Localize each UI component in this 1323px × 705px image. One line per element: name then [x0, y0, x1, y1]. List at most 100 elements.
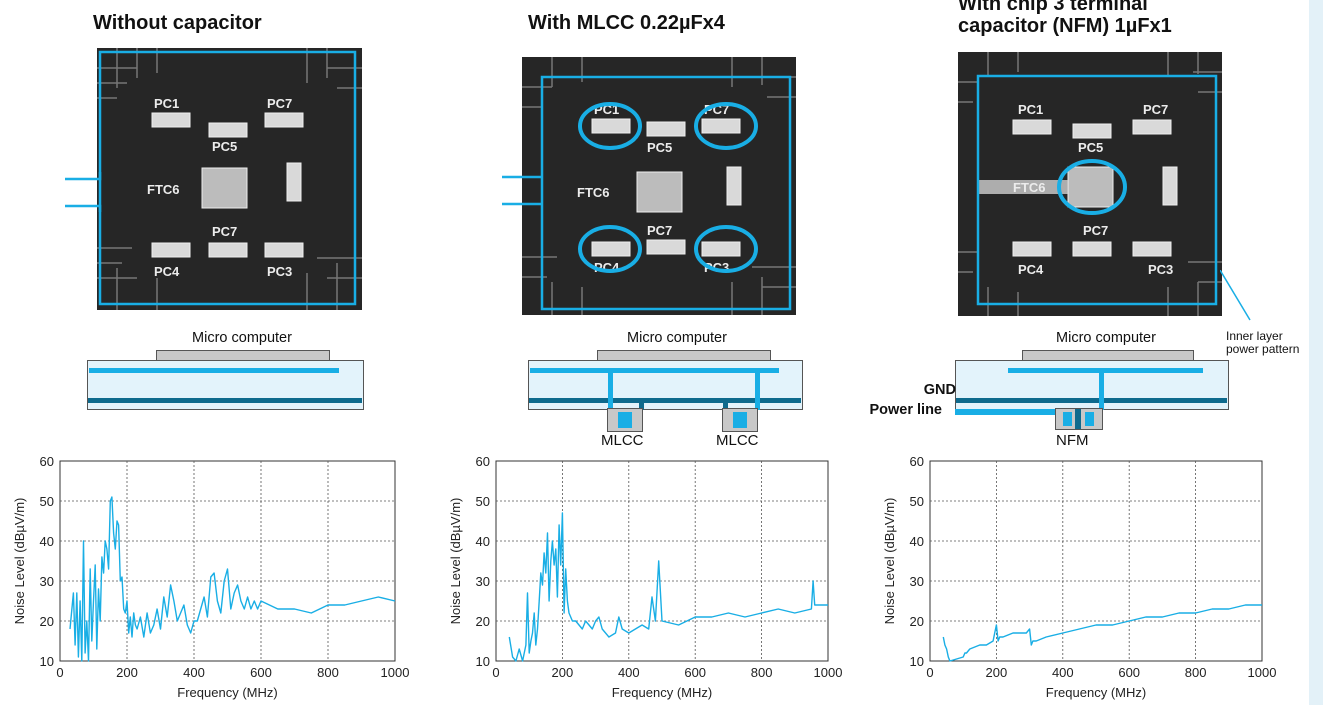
- chip-label: PC7: [1083, 223, 1108, 238]
- chip-label: PC5: [1078, 140, 1103, 155]
- plot-area: [59, 460, 396, 662]
- chip-label: PC7: [212, 224, 237, 239]
- panel-with-nfm: With chip 3 terminal capacitor (NFM) 1µF…: [860, 0, 1309, 705]
- noise-series-line: [508, 512, 828, 662]
- y-axis-label: Noise Level (dBµV/m): [448, 498, 463, 625]
- mlcc-component: [607, 408, 643, 432]
- y-tick-label: 40: [40, 534, 54, 549]
- y-tick-label: 60: [40, 454, 54, 469]
- y-tick-label: 50: [910, 494, 924, 509]
- x-tick-label: 600: [250, 665, 272, 680]
- power-line-label: Power line: [869, 402, 942, 418]
- gnd-layer: [956, 398, 1227, 403]
- x-axis-label: Frequency (MHz): [177, 685, 277, 700]
- noise-series-line: [69, 496, 396, 662]
- via: [608, 370, 613, 410]
- power-line-lead: [502, 175, 542, 206]
- x-tick-label: 0: [926, 665, 933, 680]
- plot-area: [495, 460, 829, 662]
- via: [1099, 370, 1104, 410]
- y-axis-label: Noise Level (dBµV/m): [882, 498, 897, 625]
- chip-label: PC7: [1143, 102, 1168, 117]
- mlcc-component: [722, 408, 758, 432]
- panel-title: With chip 3 terminal capacitor (NFM) 1µF…: [958, 0, 1172, 37]
- x-tick-label: 0: [56, 665, 63, 680]
- mlcc-label: MLCC: [716, 432, 759, 449]
- x-tick-label: 1000: [814, 665, 843, 680]
- x-tick-label: 1000: [1248, 665, 1277, 680]
- via: [755, 370, 760, 410]
- chip-label: PC1: [154, 96, 179, 111]
- chip-label: FTC6: [147, 182, 180, 197]
- y-tick-label: 40: [476, 534, 490, 549]
- gnd-layer: [529, 398, 801, 403]
- x-tick-label: 600: [1118, 665, 1140, 680]
- inner-layer-note: Inner layer power pattern: [1226, 329, 1300, 356]
- chip-label: PC5: [212, 139, 237, 154]
- chip-label: FTC6: [1013, 180, 1046, 195]
- x-tick-label: 400: [1052, 665, 1074, 680]
- y-tick-label: 20: [40, 614, 54, 629]
- pcb-photo: PC1 PC7 PC5 FTC6 PC7 PC4 PC3: [97, 48, 362, 310]
- chip-label: FTC6: [577, 185, 610, 200]
- panel-with-mlcc: With MLCC 0.22µFx4 PC1 PC7 PC5 FTC6 PC7 …: [430, 0, 860, 705]
- x-tick-label: 1000: [381, 665, 410, 680]
- y-tick-label: 10: [476, 654, 490, 669]
- x-axis-label: Frequency (MHz): [612, 685, 712, 700]
- plot-area: [929, 460, 1263, 662]
- page-edge-bar: [1309, 0, 1323, 705]
- y-axis-label: Noise Level (dBµV/m): [12, 498, 27, 625]
- y-tick-label: 20: [476, 614, 490, 629]
- x-tick-label: 200: [116, 665, 138, 680]
- chip-label: PC4: [1018, 262, 1044, 277]
- y-tick-label: 20: [910, 614, 924, 629]
- y-tick-label: 60: [910, 454, 924, 469]
- pcb-photo: PC1 PC7 PC5 FTC6 PC7 PC4 PC3: [522, 57, 796, 315]
- panel-without-capacitor: Without capacitor PC1 PC7 PC5 FTC6 PC7 P…: [0, 0, 430, 705]
- x-tick-label: 0: [492, 665, 499, 680]
- chip-label: PC3: [267, 264, 292, 279]
- power-layer: [89, 368, 339, 373]
- y-tick-label: 10: [40, 654, 54, 669]
- power-layer: [530, 368, 779, 373]
- panel-title: Without capacitor: [93, 12, 262, 34]
- x-axis-label: Frequency (MHz): [1046, 685, 1146, 700]
- leader-line: [1220, 270, 1251, 321]
- nfm-component: [1055, 408, 1103, 430]
- x-tick-label: 800: [751, 665, 773, 680]
- y-tick-label: 50: [40, 494, 54, 509]
- pcb-photo-graphic: PC1 PC7 PC5 FTC6 PC7 PC4 PC3: [958, 52, 1222, 316]
- x-tick-label: 200: [986, 665, 1008, 680]
- gnd-layer: [88, 398, 362, 403]
- noise-chart: 0 200 400 600 800 1000 10 20 30 40 50 60 Frequency (…: [448, 454, 843, 700]
- y-tick-label: 30: [476, 574, 490, 589]
- chip-label: PC7: [267, 96, 292, 111]
- noise-series-line: [942, 604, 1262, 662]
- panel-title: With MLCC 0.22µFx4: [528, 12, 725, 34]
- y-tick-label: 10: [910, 654, 924, 669]
- y-tick-label: 40: [910, 534, 924, 549]
- x-tick-label: 600: [684, 665, 706, 680]
- noise-chart: 0 200 400 600 800 1000 10 20 30 40 50 60 Frequency (…: [12, 454, 410, 700]
- y-tick-label: 50: [476, 494, 490, 509]
- x-tick-label: 800: [317, 665, 339, 680]
- chip-label: PC5: [647, 140, 672, 155]
- power-layer: [1008, 368, 1203, 373]
- chip-label: PC1: [1018, 102, 1043, 117]
- pcb-photo: PC1 PC7 PC5 FTC6 PC7 PC4 PC3: [958, 52, 1222, 316]
- micro-computer-label: Micro computer: [1056, 330, 1156, 346]
- x-tick-label: 800: [1185, 665, 1207, 680]
- noise-chart: 0 200 400 600 800 1000 10 20 30 40 50 60 Frequency (…: [882, 454, 1277, 700]
- y-tick-label: 60: [476, 454, 490, 469]
- via: [639, 400, 644, 410]
- chip-label: PC7: [647, 223, 672, 238]
- via: [723, 400, 728, 410]
- y-tick-label: 30: [40, 574, 54, 589]
- gnd-label: GND: [923, 382, 956, 398]
- micro-computer-label: Micro computer: [627, 330, 727, 346]
- chip-label: PC3: [1148, 262, 1173, 277]
- nfm-label: NFM: [1056, 432, 1089, 449]
- x-tick-label: 400: [183, 665, 205, 680]
- x-tick-label: 400: [618, 665, 640, 680]
- power-line-lead: [65, 172, 102, 212]
